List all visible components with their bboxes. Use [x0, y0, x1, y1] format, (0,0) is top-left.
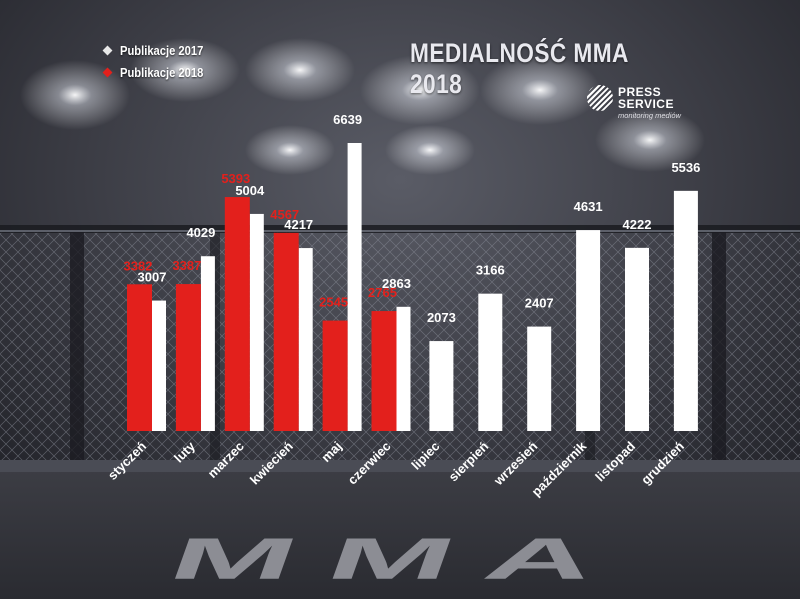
label-2018-3: 4567 [270, 207, 299, 222]
bar-2018-1 [175, 284, 201, 431]
bar-2017-6 [429, 341, 454, 431]
bar-2017-1 [200, 256, 215, 431]
label-2017-5: 2863 [382, 276, 411, 291]
bar-2018-2 [224, 197, 250, 431]
label-2017-1: 4029 [186, 225, 215, 240]
cage-floor [0, 470, 800, 599]
logo-line3: monitoring mediów [618, 111, 681, 120]
label-2017-3: 4217 [284, 217, 313, 232]
label-2018-2: 5393 [221, 171, 250, 186]
logo-line1: PRESS [618, 85, 662, 99]
label-2018-4: 2545 [319, 295, 348, 310]
bar-2017-9 [576, 230, 601, 431]
bar-2017-0 [152, 300, 166, 431]
legend: Publikacje 2017 Publikacje 2018 [102, 39, 217, 83]
bar-2017-2 [249, 213, 264, 431]
label-2017-0: 3007 [138, 270, 167, 285]
logo-line2: SERVICE [618, 97, 674, 111]
mma-floor-text: MMA [160, 526, 640, 591]
bar-2017-3 [298, 248, 313, 431]
label-2017-2: 5004 [235, 183, 265, 198]
arena-lights [20, 38, 705, 175]
label-2017-10: 4222 [623, 217, 652, 232]
bar-2018-4 [322, 320, 348, 431]
label-2017-9: 4631 [574, 199, 603, 214]
label-2018-0: 3382 [124, 258, 153, 273]
label-2017-11: 5536 [671, 160, 700, 175]
bar-2018-0 [127, 284, 152, 431]
label-2017-4: 6639 [333, 112, 362, 127]
legend-label-2017: Publikacje 2017 [120, 42, 204, 58]
legend-marker-2017 [102, 45, 113, 55]
bar-2017-8 [527, 326, 552, 431]
label-2018-1: 3387 [172, 258, 201, 273]
bar-2017-4 [347, 143, 362, 431]
press-service-logo: PRESS SERVICE monitoring mediów [585, 82, 705, 122]
label-2018-5: 2765 [368, 285, 397, 300]
legend-item-2017: Publikacje 2017 [102, 39, 217, 61]
bar-2017-7 [478, 293, 503, 431]
bar-2018-3 [273, 232, 299, 431]
globe-icon [587, 85, 613, 111]
bar-2017-5 [396, 306, 411, 431]
bar-2017-11 [673, 190, 698, 431]
label-2017-7: 3166 [476, 263, 505, 278]
legend-item-2018: Publikacje 2018 [102, 61, 217, 83]
chart-title: MEDIALNOŚĆ MMA 2018 [410, 38, 628, 99]
legend-marker-2018 [102, 67, 113, 77]
bar-2017-10 [625, 247, 649, 431]
label-2017-8: 2407 [525, 296, 554, 311]
label-2017-6: 2073 [427, 310, 456, 325]
cage-floor-edge [0, 460, 800, 472]
legend-label-2018: Publikacje 2018 [120, 64, 204, 80]
bar-2018-5 [371, 311, 397, 431]
